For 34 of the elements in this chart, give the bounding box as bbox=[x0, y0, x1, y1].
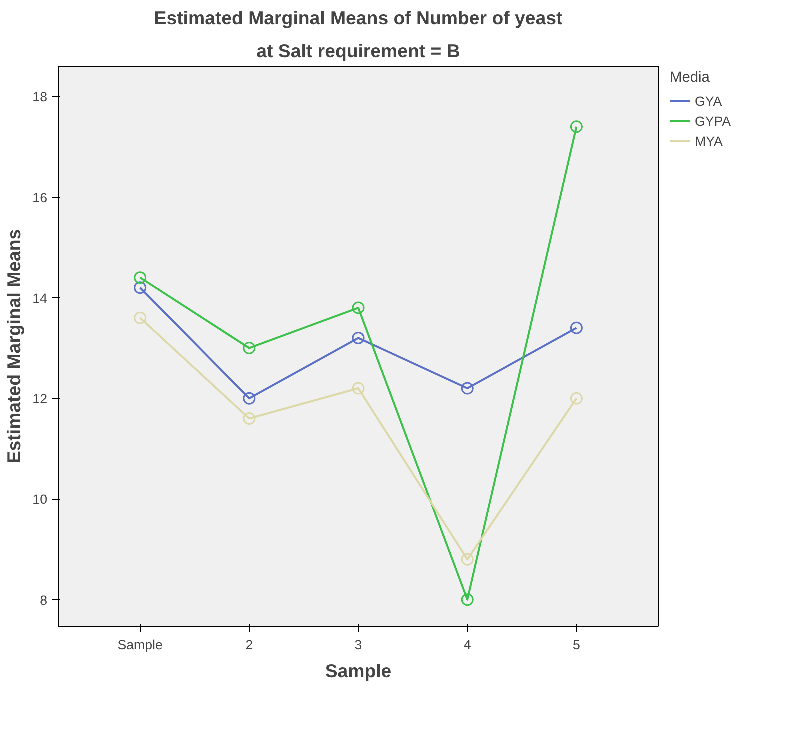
y-tick-label: 18 bbox=[32, 90, 48, 105]
x-tick-label: 4 bbox=[464, 638, 472, 652]
point bbox=[243, 412, 256, 425]
point bbox=[134, 272, 147, 284]
y-tick-label: 10 bbox=[32, 492, 48, 508]
y-tick-label: 14 bbox=[32, 290, 48, 306]
x-tick-label: 3 bbox=[354, 638, 362, 652]
point bbox=[243, 342, 256, 354]
x-tick-label: 5 bbox=[572, 638, 580, 652]
x-tick-label: Sample bbox=[118, 638, 163, 652]
x-tick-label: 2 bbox=[246, 638, 254, 652]
y-axis-title: Estimated Marginal Means bbox=[4, 229, 25, 464]
point bbox=[461, 594, 474, 606]
point bbox=[461, 553, 474, 566]
legend-label: GYPA bbox=[695, 114, 732, 128]
point bbox=[352, 332, 365, 344]
y-tick-label: 12 bbox=[32, 392, 48, 407]
point bbox=[134, 312, 147, 324]
chart-title: Estimated Marginal Means of Number of yeast bbox=[154, 8, 563, 28]
point bbox=[570, 120, 583, 134]
legend-title: Media bbox=[670, 70, 711, 86]
point bbox=[243, 392, 256, 405]
point bbox=[134, 282, 147, 294]
point bbox=[570, 392, 583, 405]
point bbox=[352, 382, 365, 395]
y-tick-label: 16 bbox=[32, 190, 48, 206]
point bbox=[461, 382, 474, 395]
point bbox=[570, 322, 583, 334]
y-tick-label: 8 bbox=[40, 592, 48, 608]
legend-label: MYA bbox=[695, 134, 723, 148]
x-axis-title: Sample bbox=[325, 660, 392, 682]
point bbox=[352, 302, 365, 314]
chart-subtitle: at Salt requirement = B bbox=[256, 40, 460, 62]
legend-label: GYA bbox=[695, 94, 722, 108]
